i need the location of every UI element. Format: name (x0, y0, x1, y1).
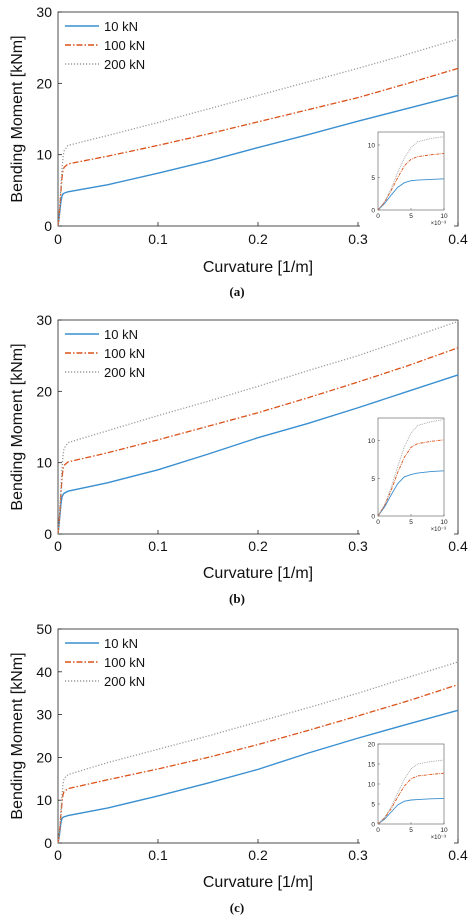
inset-y-tick-label: 5 (371, 175, 375, 182)
inset-y-tick-label: 10 (368, 143, 376, 150)
legend-label: 10 kN (104, 327, 138, 342)
inset-x-multiplier: ×10⁻³ (431, 527, 446, 533)
inset-y-tick-label: 10 (368, 782, 376, 789)
x-tick-label: 0.2 (248, 538, 268, 554)
inset-x-tick-label: 0 (376, 827, 380, 834)
y-axis-label: Bending Moment [kNm] (9, 35, 26, 202)
x-tick-label: 0.3 (348, 538, 368, 554)
legend-label: 10 kN (104, 19, 138, 34)
x-tick-label: 0 (54, 847, 62, 863)
inset-y-tick-label: 0 (371, 208, 375, 215)
inset-y-tick-label: 15 (368, 762, 376, 769)
legend-label: 100 kN (104, 346, 145, 361)
panel-caption: (a) (229, 284, 244, 299)
x-tick-label: 0.1 (148, 231, 168, 247)
y-tick-label: 10 (36, 792, 52, 808)
y-axis-label: Bending Moment [kNm] (9, 652, 26, 819)
x-axis-label: Curvature [1/m] (203, 259, 313, 276)
chart-panel-a: 0 10 20 30 0 0.1 0.2 0.3 0.4 Curvature [1/m] Bendi… (9, 4, 468, 299)
inset-y-tick-label: 0 (371, 822, 375, 829)
inset-x-tick-label: 5 (409, 827, 413, 834)
x-tick-label: 0.4 (448, 231, 468, 247)
series-line-200kn (57, 320, 459, 535)
x-tick-label: 0.4 (448, 538, 468, 554)
x-axis-label: Curvature [1/m] (203, 565, 313, 582)
inset-series-line (377, 759, 445, 825)
chart-panel-b: 0 10 20 30 0 0.1 0.2 0.3 0.4 Curvature [1/m] Bendi… (9, 312, 468, 606)
inset-x-tick-label: 10 (440, 213, 448, 220)
series-line-100kn (57, 684, 459, 844)
legend-label: 200 kN (104, 674, 145, 689)
inset-x-multiplier: ×10⁻³ (431, 835, 446, 841)
legend-label: 100 kN (104, 38, 145, 53)
y-tick-label: 0 (44, 835, 52, 851)
inset-y-tick-label: 0 (371, 514, 375, 521)
x-tick-label: 0.2 (248, 231, 268, 247)
y-tick-label: 30 (36, 312, 52, 328)
series-line-200kn (57, 38, 459, 227)
x-tick-label: 0 (54, 231, 62, 247)
inset-series-line (377, 136, 445, 211)
inset-x-tick-label: 0 (376, 213, 380, 220)
inset-series-line (377, 153, 445, 211)
y-tick-label: 40 (36, 664, 52, 680)
y-tick-label: 0 (44, 526, 52, 542)
y-tick-label: 0 (44, 218, 52, 234)
y-tick-label: 20 (36, 749, 52, 765)
inset-x-tick-label: 10 (440, 827, 448, 834)
inset-series-line (377, 178, 445, 211)
series-line-200kn (57, 661, 459, 844)
x-tick-label: 0.4 (448, 847, 468, 863)
x-tick-label: 0 (54, 538, 62, 554)
panel-caption: (b) (229, 591, 245, 606)
x-tick-label: 0.2 (248, 847, 268, 863)
inset-background (360, 740, 454, 848)
y-tick-label: 30 (36, 4, 52, 20)
x-tick-label: 0.3 (348, 231, 368, 247)
inset-series-line (377, 419, 445, 517)
inset-series-line (377, 439, 445, 517)
inset-x-tick-label: 5 (409, 213, 413, 220)
y-tick-label: 20 (36, 75, 52, 91)
series-line-100kn (57, 347, 459, 535)
inset-series-line (377, 470, 445, 517)
inset-background (360, 128, 454, 234)
inset-series-line (377, 772, 445, 825)
inset-series-line (377, 797, 445, 825)
inset-x-tick-label: 5 (409, 519, 413, 526)
y-tick-label: 50 (36, 621, 52, 637)
legend-label: 200 kN (104, 57, 145, 72)
y-tick-label: 10 (36, 147, 52, 163)
legend-label: 200 kN (104, 365, 145, 380)
series-line-100kn (57, 67, 459, 227)
y-axis-label: Bending Moment [kNm] (9, 343, 26, 510)
legend-label: 100 kN (104, 655, 145, 670)
inset-y-tick-label: 10 (368, 438, 376, 445)
x-tick-label: 0.3 (348, 847, 368, 863)
inset-x-multiplier: ×10⁻³ (431, 221, 446, 227)
inset-y-tick-label: 5 (371, 476, 375, 483)
legend-label: 10 kN (104, 636, 138, 651)
inset-background (360, 414, 454, 540)
y-tick-label: 30 (36, 707, 52, 723)
x-tick-label: 0.1 (148, 847, 168, 863)
panel-caption: (c) (230, 900, 244, 915)
x-tick-label: 0.1 (148, 538, 168, 554)
inset-x-tick-label: 10 (440, 519, 448, 526)
x-axis-label: Curvature [1/m] (203, 874, 313, 891)
inset-y-tick-label: 20 (368, 742, 376, 749)
inset-x-tick-label: 0 (376, 519, 380, 526)
y-tick-label: 10 (36, 455, 52, 471)
inset-y-tick-label: 5 (371, 802, 375, 809)
y-tick-label: 20 (36, 383, 52, 399)
